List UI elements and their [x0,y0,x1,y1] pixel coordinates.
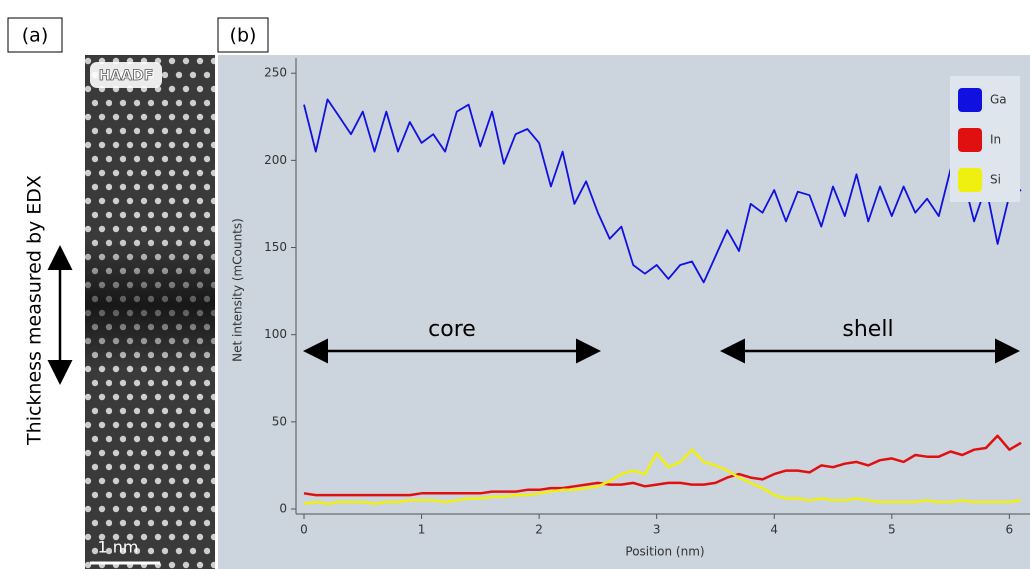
y-tick-label: 100 [264,327,287,341]
y-tick-label: 150 [264,240,287,254]
x-tick-label: 5 [888,523,896,537]
panel-label: (a) [22,25,48,47]
y-tick-label: 0 [279,502,287,516]
annotation: core [428,317,476,342]
series-line [303,98,1022,284]
label-box [217,17,269,53]
x-tick-label: 1 [418,523,426,537]
x-tick-label: 0 [300,523,308,537]
x-tick-label: 4 [770,523,778,537]
y-tick-label: 250 [264,66,287,80]
annotation: shell [842,317,893,342]
haadf-label: HAADF [99,68,154,84]
y-axis-label: Net intensity (mCounts) [231,218,245,362]
x-tick-label: 3 [653,523,661,537]
legend-label: In [990,133,1001,147]
legend-swatch [958,88,982,112]
series-line [303,448,1022,506]
y-tick-label: 50 [272,414,287,428]
caption: Thickness measured by EDX [24,175,46,446]
panel-label: (b) [230,25,257,47]
legend-label: Si [990,173,1001,187]
label-box [7,17,63,53]
x-tick-label: 6 [1006,523,1014,537]
scale-label: 1 nm [98,538,139,557]
x-axis-label: Position (nm) [625,545,704,559]
dark-band [85,240,215,370]
x-tick-label: 2 [535,523,543,537]
chart-background [218,55,1030,569]
haadf-label-box [90,62,162,88]
series-line [303,434,1022,497]
y-tick-label: 200 [264,153,287,167]
legend-swatch [958,168,982,192]
legend-swatch [958,128,982,152]
legend-label: Ga [990,93,1007,107]
